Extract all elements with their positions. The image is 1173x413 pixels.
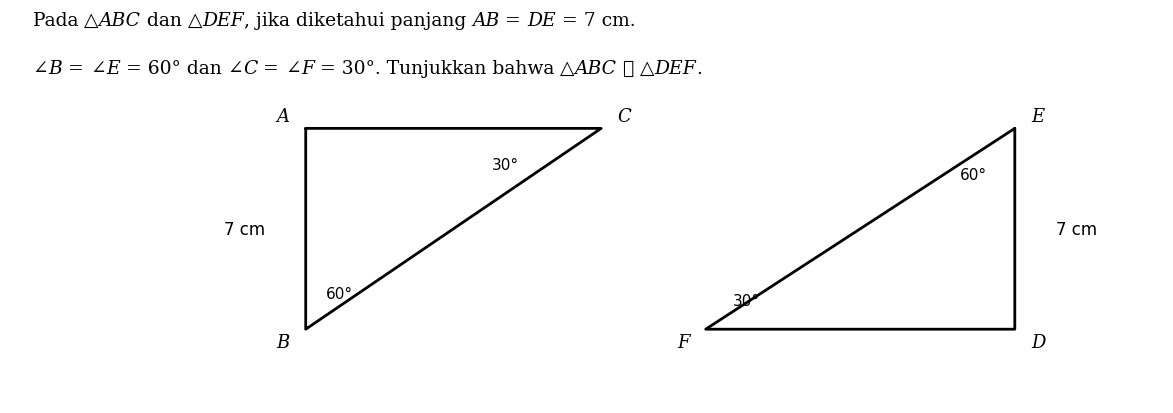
Text: , jika diketahui panjang: , jika diketahui panjang [244,12,472,30]
Text: AB: AB [472,12,500,30]
Text: F: F [677,333,690,351]
Text: C: C [617,107,631,125]
Text: ABC: ABC [99,12,141,30]
Text: 7 cm: 7 cm [1056,220,1097,238]
Text: ≅: ≅ [617,60,640,78]
Text: = 60° dan: = 60° dan [120,60,228,78]
Text: △: △ [561,60,575,78]
Text: E: E [106,60,120,78]
Text: 60°: 60° [961,167,988,182]
Text: Pada: Pada [33,12,84,30]
Text: B: B [48,60,62,78]
Text: F: F [301,60,314,78]
Text: 60°: 60° [326,286,353,301]
Text: dan: dan [141,12,188,30]
Text: B: B [276,333,290,351]
Text: C: C [243,60,257,78]
Text: ∠: ∠ [90,60,106,78]
Text: D: D [1031,333,1045,351]
Text: DEF: DEF [655,60,696,78]
Text: △: △ [84,12,99,30]
Text: =: = [257,60,285,78]
Text: 30°: 30° [493,158,520,173]
Text: E: E [1031,107,1044,125]
Text: .: . [696,60,701,78]
Text: ∠: ∠ [285,60,301,78]
Text: =: = [62,60,90,78]
Text: 7 cm: 7 cm [224,220,265,238]
Text: DEF: DEF [202,12,244,30]
Text: =: = [500,12,527,30]
Text: ∠: ∠ [33,60,48,78]
Text: ABC: ABC [575,60,617,78]
Text: = 30°. Tunjukkan bahwa: = 30°. Tunjukkan bahwa [314,60,561,78]
Text: 30°: 30° [733,294,760,309]
Text: DE: DE [527,12,556,30]
Text: ∠: ∠ [228,60,243,78]
Text: △: △ [188,12,202,30]
Text: A: A [277,107,290,125]
Text: △: △ [640,60,655,78]
Text: = 7 cm.: = 7 cm. [556,12,636,30]
